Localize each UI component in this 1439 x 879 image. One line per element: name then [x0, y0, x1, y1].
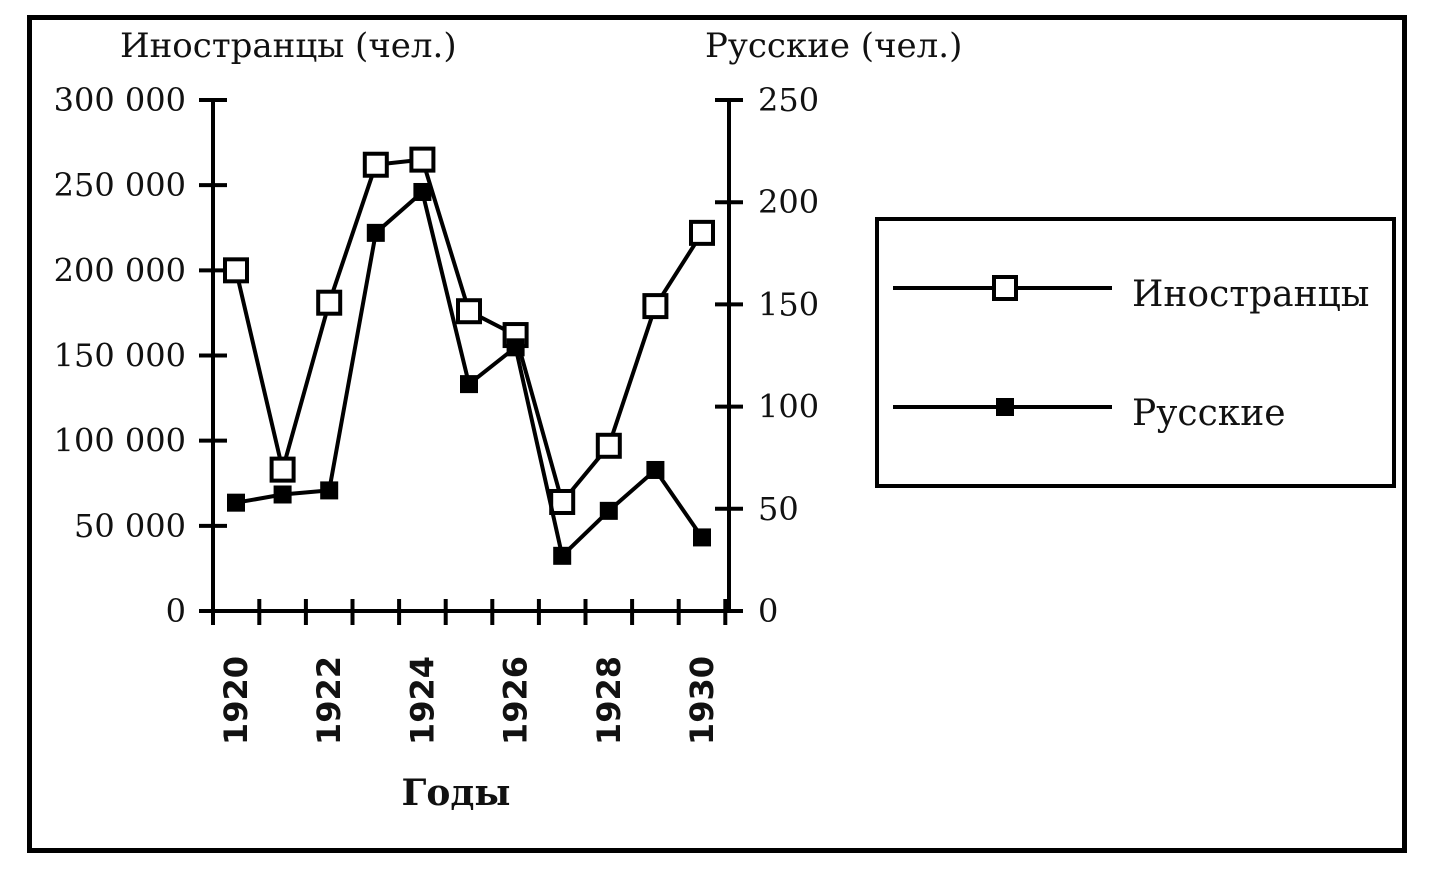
data-point-foreigners — [316, 289, 343, 316]
series-layer — [223, 146, 715, 565]
right-axis-tick-label: 200 — [758, 183, 819, 221]
series-line-foreigners — [234, 157, 704, 504]
data-point-foreigners — [595, 432, 622, 459]
left-axis-tick-label: 150 000 — [54, 337, 186, 375]
data-point-foreigners — [456, 298, 482, 325]
x-axis-tick-label: 1926 — [497, 656, 535, 745]
data-point-russians — [693, 528, 711, 547]
x-axis-tick-label: 1920 — [217, 656, 255, 745]
left-axis-tick-label: 200 000 — [54, 251, 186, 289]
data-point-russians — [413, 182, 432, 201]
right-axis-tick-label: 100 — [758, 388, 819, 426]
right-axis-tick-label: 0 — [758, 592, 778, 630]
legend-label-foreigners: Иностранцы — [1132, 274, 1369, 315]
right-axis-tick-label: 150 — [758, 285, 819, 323]
legend-marker-russians — [996, 398, 1014, 416]
data-point-russians — [599, 501, 618, 520]
data-point-foreigners — [642, 293, 669, 320]
data-point-russians — [366, 223, 385, 242]
data-point-russians — [646, 460, 665, 479]
right-axis-tick-label: 50 — [758, 490, 799, 528]
x-axis-title: Годы — [402, 772, 511, 814]
left-axis-tick-label: 100 000 — [54, 422, 186, 460]
data-point-foreigners — [223, 257, 249, 284]
x-axis-tick-label: 1928 — [590, 656, 628, 745]
x-axis-tick-label: 1930 — [683, 656, 721, 745]
left-axis-tick-label: 300 000 — [54, 81, 186, 119]
data-point-foreigners — [689, 219, 715, 246]
data-point-foreigners — [409, 146, 436, 173]
right-axis-tick-label: 250 — [758, 81, 819, 119]
data-point-foreigners — [362, 151, 389, 178]
x-axis-tick-label: 1924 — [403, 656, 441, 745]
data-point-russians — [553, 546, 572, 565]
data-point-foreigners — [269, 456, 296, 483]
legend: Иностранцы Русские — [875, 217, 1396, 488]
axes-layer: 0 50 000 100 000 150 000 200 000 250 000 300 0… — [54, 81, 819, 745]
right-axis-title: Русские (чел.) — [705, 26, 962, 66]
legend-marker-foreigners — [992, 275, 1018, 301]
left-axis-tick-label: 50 000 — [74, 507, 186, 545]
left-axis-tick-label: 250 000 — [54, 166, 186, 204]
data-point-russians — [227, 493, 245, 512]
left-axis-tick-label: 0 — [166, 592, 186, 630]
left-axis-title: Иностранцы (чел.) — [120, 26, 457, 66]
data-point-russians — [460, 375, 478, 394]
data-point-russians — [273, 485, 292, 504]
data-point-foreigners — [549, 488, 576, 515]
legend-label-russians: Русские — [1132, 393, 1286, 434]
legend-box — [875, 217, 1396, 488]
data-point-russians — [506, 338, 525, 357]
x-axis-tick-label: 1922 — [310, 656, 348, 745]
data-point-russians — [320, 481, 339, 500]
